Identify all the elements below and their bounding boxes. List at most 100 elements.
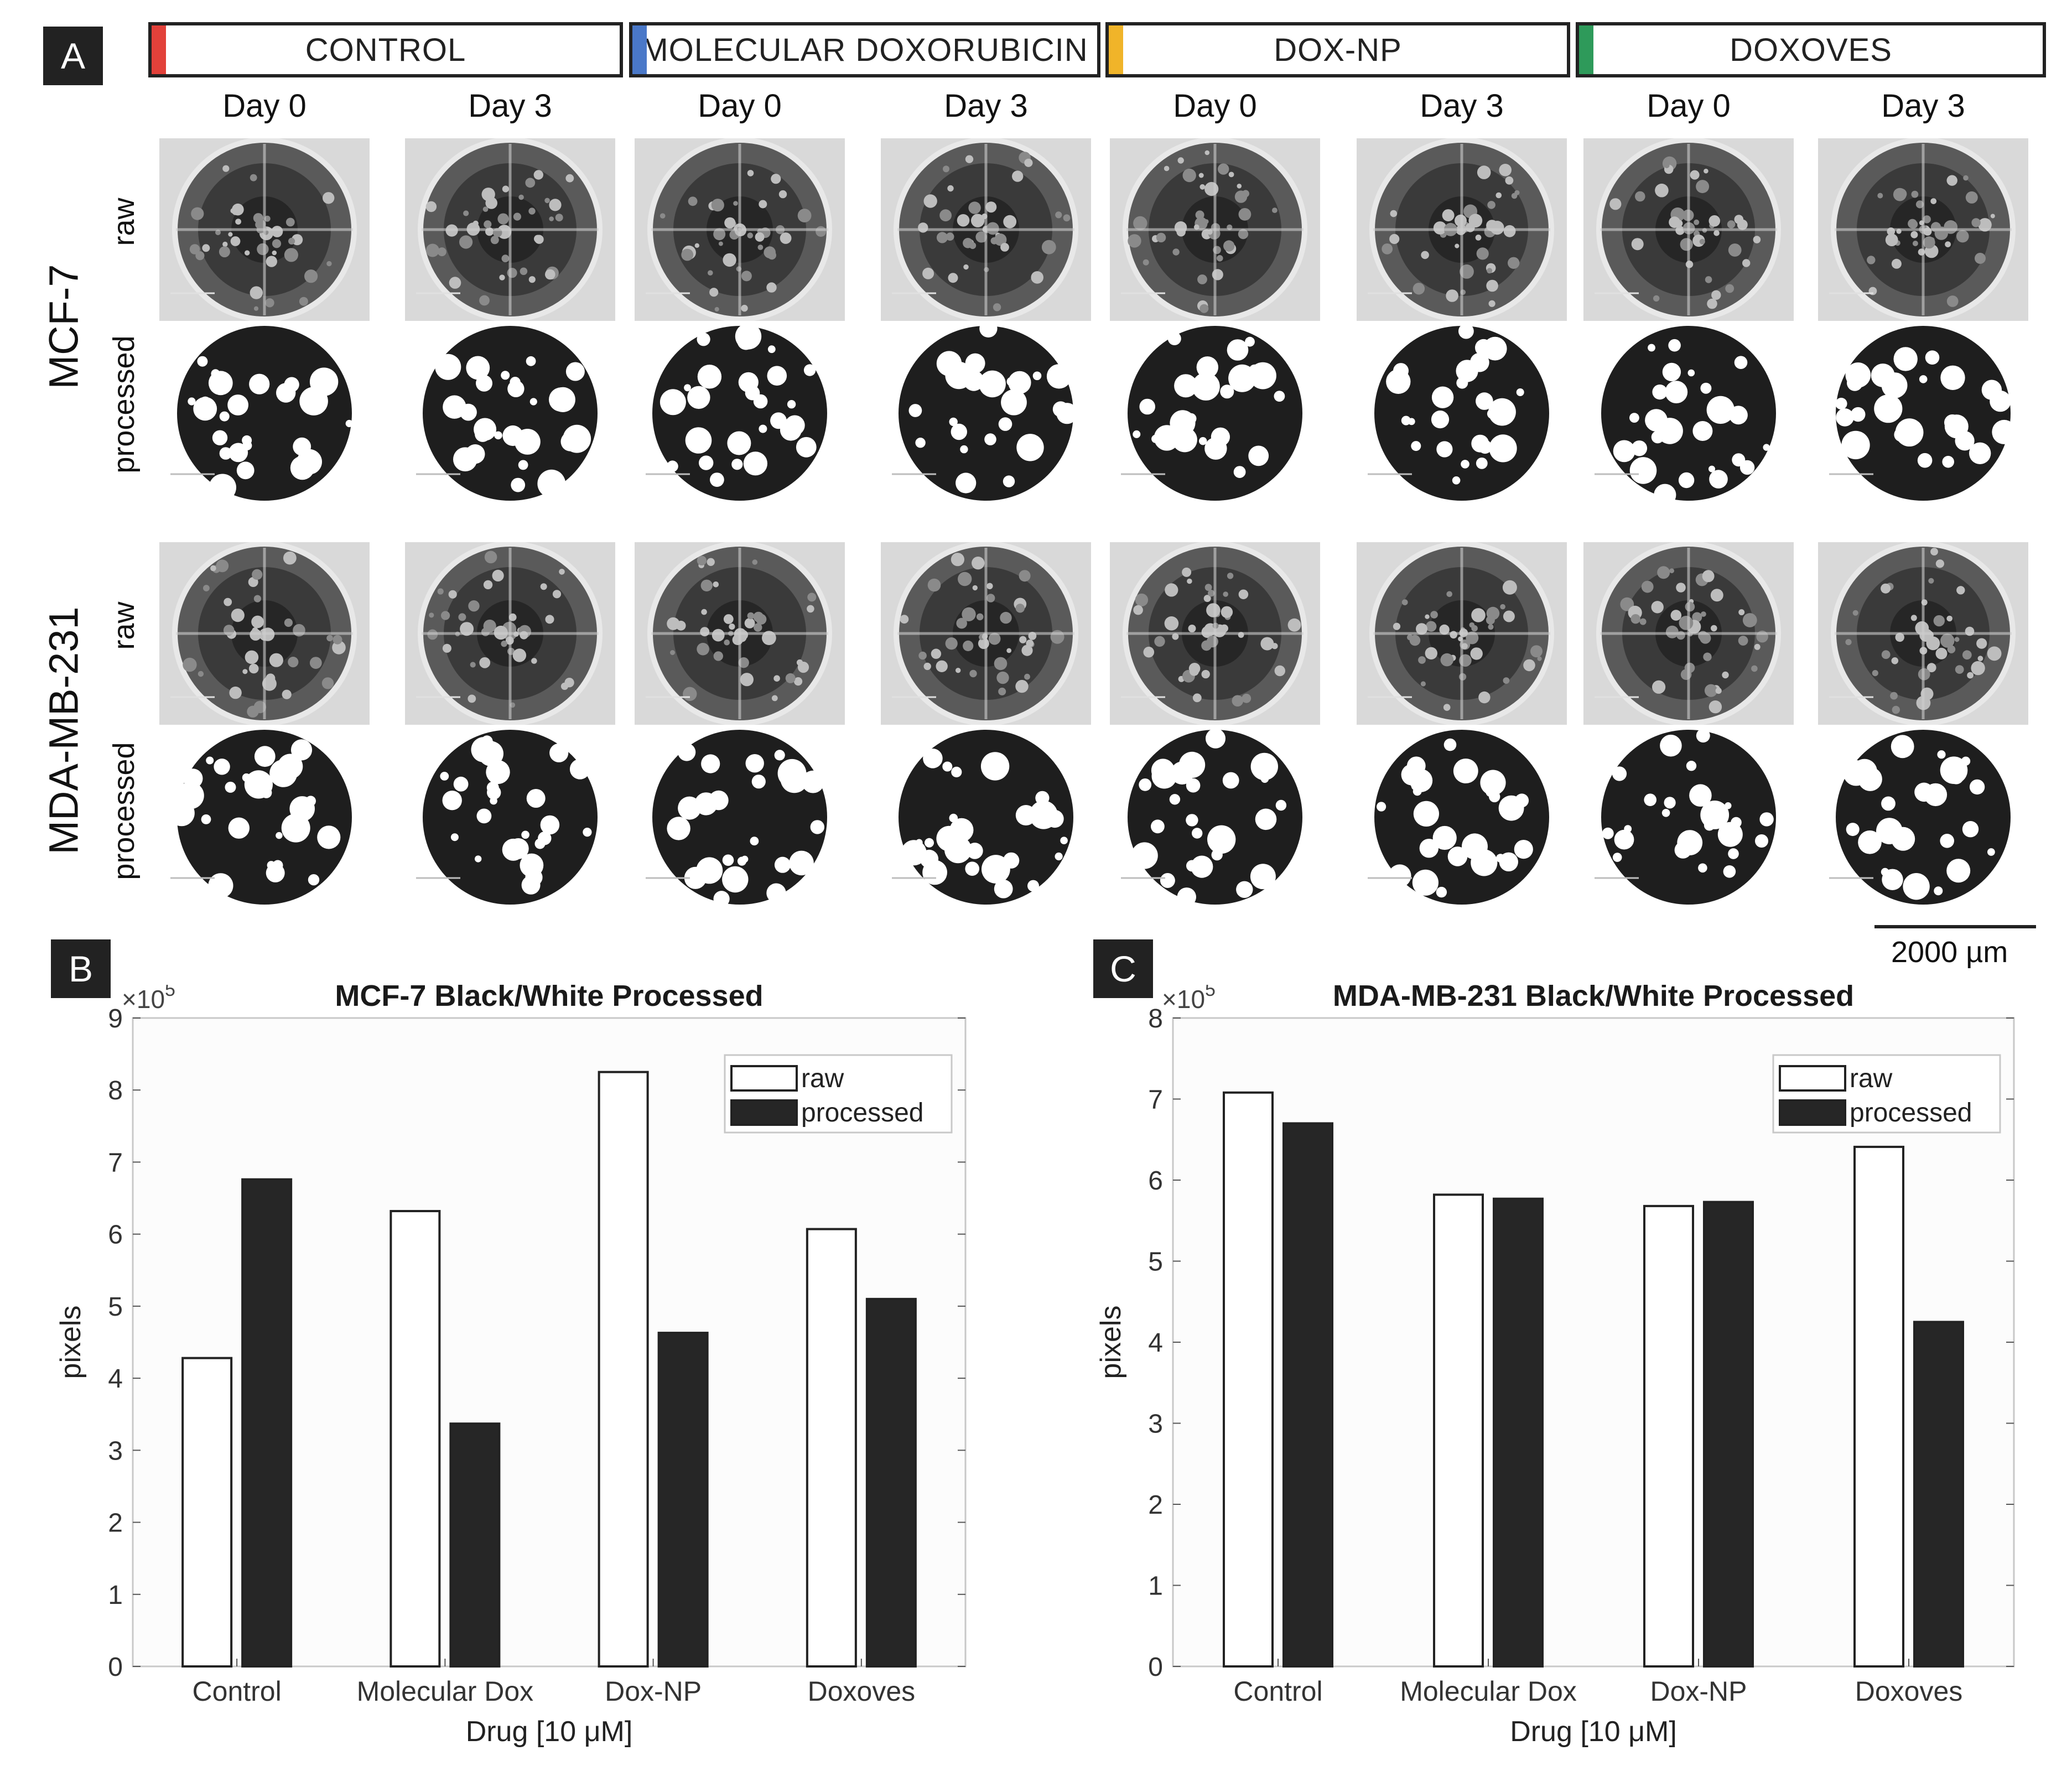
row-label-raw: raw bbox=[107, 601, 141, 650]
group-header-dox-np: DOX-NP bbox=[1105, 22, 1570, 77]
panel-c-letter: C bbox=[1093, 939, 1153, 998]
group-label: CONTROL bbox=[305, 32, 466, 68]
x-axis-label: Drug [10 μM] bbox=[466, 1716, 633, 1748]
processed-image bbox=[159, 726, 370, 908]
exponent-base: ×10 bbox=[1162, 985, 1205, 1014]
processed-image bbox=[635, 726, 845, 908]
day-label: Day 3 bbox=[468, 88, 552, 124]
bar-processed-dox-np bbox=[1703, 1201, 1754, 1668]
legend-swatch-processed bbox=[1779, 1099, 1846, 1126]
exponent-base: ×10 bbox=[122, 985, 165, 1014]
panel-b-letter: B bbox=[51, 939, 111, 998]
legend-swatch-processed bbox=[730, 1099, 798, 1126]
y-axis-label: pixels bbox=[1095, 1306, 1127, 1379]
exponent-label: ×105 bbox=[122, 985, 175, 1014]
day-label: Day 0 bbox=[222, 88, 307, 124]
legend-entry: raw bbox=[801, 1064, 844, 1093]
exponent-label: ×105 bbox=[1162, 985, 1216, 1014]
y-tick-label: 7 bbox=[108, 1148, 123, 1177]
bar-processed-molecular-dox bbox=[449, 1422, 501, 1668]
legend-swatch-raw bbox=[730, 1065, 798, 1092]
bar-processed-molecular-dox bbox=[1493, 1197, 1544, 1668]
group-label: DOXOVES bbox=[1730, 32, 1892, 68]
raw-image bbox=[1818, 138, 2028, 321]
bar-raw-dox-np bbox=[1643, 1204, 1694, 1668]
y-tick-label: 7 bbox=[1148, 1085, 1163, 1115]
day-label: Day 0 bbox=[1173, 88, 1257, 124]
legend-entry: processed bbox=[1850, 1098, 1972, 1128]
group-header-molecular-doxorubicin: MOLECULAR DOXORUBICIN bbox=[629, 22, 1100, 77]
chart-mda-mb-231: MDA-MB-231 Black/White Processed×1050123… bbox=[1095, 985, 2015, 1748]
processed-image bbox=[1110, 726, 1320, 908]
day-label: Day 3 bbox=[944, 88, 1028, 124]
x-tick-label: Doxoves bbox=[808, 1676, 916, 1707]
y-tick-label: 5 bbox=[108, 1292, 123, 1322]
legend-entry: processed bbox=[801, 1098, 923, 1128]
y-tick-label: 4 bbox=[1148, 1328, 1163, 1358]
group-header-control: CONTROL bbox=[148, 22, 623, 77]
processed-image bbox=[1583, 726, 1794, 908]
y-tick-label: 8 bbox=[1148, 1004, 1163, 1033]
processed-image bbox=[1110, 322, 1320, 505]
bar-processed-dox-np bbox=[657, 1332, 709, 1668]
bar-raw-control bbox=[1223, 1091, 1274, 1668]
bar-raw-doxoves bbox=[1853, 1145, 1904, 1668]
raw-image bbox=[1110, 542, 1320, 725]
bar-processed-control bbox=[1282, 1122, 1333, 1668]
processed-image bbox=[1357, 726, 1567, 908]
row-label-processed: processed bbox=[107, 742, 141, 880]
processed-image bbox=[1357, 322, 1567, 505]
raw-image bbox=[1818, 542, 2028, 725]
processed-image bbox=[405, 726, 615, 908]
raw-image bbox=[881, 138, 1091, 321]
exponent-power: 5 bbox=[165, 985, 175, 1000]
processed-image bbox=[159, 322, 370, 505]
bar-raw-molecular-dox bbox=[1433, 1193, 1484, 1668]
panel-a-letter: A bbox=[43, 27, 103, 85]
bar-processed-control bbox=[241, 1178, 293, 1668]
processed-image bbox=[635, 322, 845, 505]
group-label: MOLECULAR DOXORUBICIN bbox=[641, 32, 1088, 68]
day-label: Day 0 bbox=[1647, 88, 1731, 124]
y-tick-label: 3 bbox=[1148, 1410, 1163, 1439]
x-tick-label: Doxoves bbox=[1855, 1676, 1963, 1707]
raw-image bbox=[635, 138, 845, 321]
day-label: Day 0 bbox=[698, 88, 782, 124]
bar-raw-doxoves bbox=[806, 1228, 857, 1668]
processed-image bbox=[1818, 726, 2028, 908]
y-tick-label: 4 bbox=[108, 1364, 123, 1394]
cell-line-label-mda-mb-231: MDA-MB-231 bbox=[40, 606, 87, 855]
y-tick-label: 6 bbox=[108, 1220, 123, 1250]
raw-image bbox=[881, 542, 1091, 725]
legend-entry: raw bbox=[1850, 1064, 1893, 1093]
x-axis-label: Drug [10 μM] bbox=[1510, 1716, 1677, 1748]
processed-image bbox=[881, 726, 1091, 908]
raw-image bbox=[1357, 542, 1567, 725]
y-axis-label: pixels bbox=[55, 1306, 87, 1379]
scale-bar bbox=[1874, 925, 2036, 928]
exponent-power: 5 bbox=[1205, 985, 1216, 1000]
raw-image bbox=[405, 138, 615, 321]
processed-image bbox=[1583, 322, 1794, 505]
group-color-stripe bbox=[152, 25, 166, 74]
processed-image bbox=[881, 322, 1091, 505]
scale-bar-label: 2000 µm bbox=[1891, 936, 2008, 969]
raw-image bbox=[635, 542, 845, 725]
y-tick-label: 8 bbox=[108, 1076, 123, 1105]
raw-image bbox=[159, 138, 370, 321]
y-tick-label: 5 bbox=[1148, 1248, 1163, 1277]
x-tick-label: Molecular Dox bbox=[357, 1676, 534, 1707]
chart-mcf7: MCF-7 Black/White Processed×105012345678… bbox=[55, 985, 967, 1748]
raw-image bbox=[1583, 138, 1794, 321]
raw-image bbox=[405, 542, 615, 725]
y-tick-label: 1 bbox=[1148, 1572, 1163, 1601]
bar-raw-control bbox=[181, 1357, 233, 1668]
day-label: Day 3 bbox=[1881, 88, 1965, 124]
group-color-stripe bbox=[1109, 25, 1123, 74]
raw-image bbox=[1357, 138, 1567, 321]
chart-title: MCF-7 Black/White Processed bbox=[335, 985, 763, 1012]
y-tick-label: 0 bbox=[108, 1653, 123, 1682]
y-tick-label: 2 bbox=[1148, 1490, 1163, 1520]
x-tick-label: Dox-NP bbox=[605, 1676, 702, 1707]
cell-line-label-mcf7: MCF-7 bbox=[40, 264, 87, 389]
